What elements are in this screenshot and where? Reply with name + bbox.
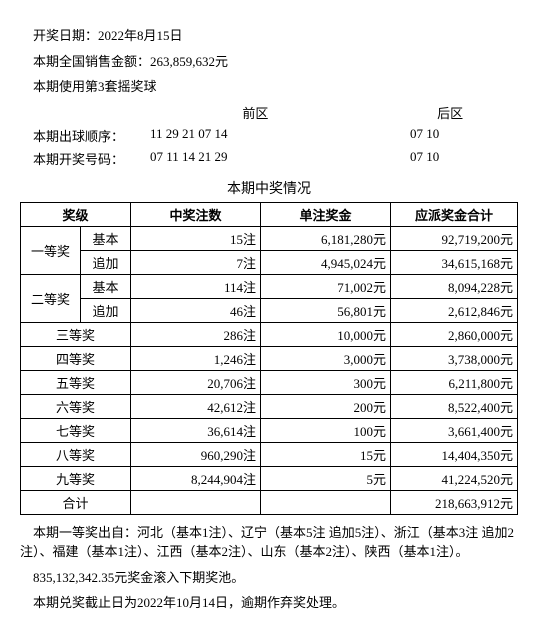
table-row: 合计 218,663,912元 — [21, 490, 518, 514]
cell-count: 20,706注 — [131, 370, 261, 394]
cell-count: 1,246注 — [131, 346, 261, 370]
cell-unit: 3,000元 — [261, 346, 391, 370]
prize-level-sub: 基本 — [81, 226, 131, 250]
col-count: 中奖注数 — [131, 202, 261, 226]
draw-order-front: 11 29 21 07 14 — [150, 126, 330, 145]
cell-unit: 300元 — [261, 370, 391, 394]
cell-total: 3,738,000元 — [391, 346, 518, 370]
prize-level-main: 一等奖 — [21, 226, 81, 274]
cell-count: 114注 — [131, 274, 261, 298]
table-row: 追加46注56,801元2,612,846元 — [21, 298, 518, 322]
prize-level: 八等奖 — [21, 442, 131, 466]
cell-count: 15注 — [131, 226, 261, 250]
cell-count: 46注 — [131, 298, 261, 322]
table-row: 四等奖1,246注3,000元3,738,000元 — [21, 346, 518, 370]
cell-total: 2,860,000元 — [391, 322, 518, 346]
draw-result-front: 07 11 14 21 29 — [150, 149, 330, 168]
prize-level: 七等奖 — [21, 418, 131, 442]
draw-order-back: 07 10 — [410, 126, 490, 145]
ballset-line: 本期使用第3套摇奖球 — [20, 77, 518, 97]
cell-unit: 4,945,024元 — [261, 250, 391, 274]
front-zone-label: 前区 — [129, 103, 383, 122]
table-row: 九等奖8,244,904注5元41,224,520元 — [21, 466, 518, 490]
draw-order-row: 本期出球顺序： 11 29 21 07 14 07 10 — [20, 126, 518, 145]
col-total: 应派奖金合计 — [391, 202, 518, 226]
col-unit: 单注奖金 — [261, 202, 391, 226]
cell-count: 8,244,904注 — [131, 466, 261, 490]
prize-level-sub: 追加 — [81, 250, 131, 274]
table-row: 五等奖20,706注300元6,211,800元 — [21, 370, 518, 394]
col-level: 奖级 — [21, 202, 131, 226]
cell-count: 36,614注 — [131, 418, 261, 442]
table-row: 一等奖基本15注6,181,280元92,719,200元 — [21, 226, 518, 250]
cell-unit: 56,801元 — [261, 298, 391, 322]
table-row: 二等奖基本114注71,002元8,094,228元 — [21, 274, 518, 298]
cell-count: 7注 — [131, 250, 261, 274]
table-header-row: 奖级 中奖注数 单注奖金 应派奖金合计 — [21, 202, 518, 226]
cell-unit: 100元 — [261, 418, 391, 442]
cell-count — [131, 490, 261, 514]
cell-unit — [261, 490, 391, 514]
prize-level-sub: 基本 — [81, 274, 131, 298]
deadline-line: 本期兑奖截止日为2022年10月14日，逾期作弃奖处理。 — [20, 593, 518, 613]
prize-level-main: 二等奖 — [21, 274, 81, 322]
table-row: 七等奖36,614注100元3,661,400元 — [21, 418, 518, 442]
cell-unit: 10,000元 — [261, 322, 391, 346]
draw-result-row: 本期开奖号码： 07 11 14 21 29 07 10 — [20, 149, 518, 168]
cell-total: 8,094,228元 — [391, 274, 518, 298]
cell-unit: 200元 — [261, 394, 391, 418]
date-line: 开奖日期：2022年8月15日 — [20, 26, 518, 46]
cell-count: 286注 — [131, 322, 261, 346]
cell-total: 34,615,168元 — [391, 250, 518, 274]
cell-count: 42,612注 — [131, 394, 261, 418]
sales-line: 本期全国销售金额：263,859,632元 — [20, 52, 518, 72]
cell-total: 92,719,200元 — [391, 226, 518, 250]
prize-level: 三等奖 — [21, 322, 131, 346]
cell-unit: 5元 — [261, 466, 391, 490]
zone-labels-row: 前区 后区 — [20, 103, 518, 122]
prize-level: 合计 — [21, 490, 131, 514]
table-row: 六等奖42,612注200元8,522,400元 — [21, 394, 518, 418]
cell-unit: 71,002元 — [261, 274, 391, 298]
cell-total: 2,612,846元 — [391, 298, 518, 322]
table-title: 本期中奖情况 — [20, 178, 518, 198]
draw-order-label: 本期出球顺序： — [20, 126, 150, 145]
table-row: 三等奖286注10,000元2,860,000元 — [21, 322, 518, 346]
cell-total: 8,522,400元 — [391, 394, 518, 418]
cell-total: 3,661,400元 — [391, 418, 518, 442]
cell-total: 6,211,800元 — [391, 370, 518, 394]
prize-level: 九等奖 — [21, 466, 131, 490]
prize-level: 五等奖 — [21, 370, 131, 394]
table-row: 八等奖960,290注15元14,404,350元 — [21, 442, 518, 466]
rollover-line: 835,132,342.35元奖金滚入下期奖池。 — [20, 568, 518, 588]
draw-result-back: 07 10 — [410, 149, 490, 168]
cell-unit: 15元 — [261, 442, 391, 466]
cell-total: 218,663,912元 — [391, 490, 518, 514]
cell-unit: 6,181,280元 — [261, 226, 391, 250]
draw-result-label: 本期开奖号码： — [20, 149, 150, 168]
winners-line: 本期一等奖出自：河北（基本1注）、辽宁（基本5注 追加5注）、浙江（基本3注 追… — [20, 523, 518, 562]
prize-level: 六等奖 — [21, 394, 131, 418]
cell-total: 41,224,520元 — [391, 466, 518, 490]
cell-count: 960,290注 — [131, 442, 261, 466]
prize-level-sub: 追加 — [81, 298, 131, 322]
cell-total: 14,404,350元 — [391, 442, 518, 466]
table-row: 追加7注4,945,024元34,615,168元 — [21, 250, 518, 274]
back-zone-label: 后区 — [382, 103, 518, 122]
prize-table: 奖级 中奖注数 单注奖金 应派奖金合计 一等奖基本15注6,181,280元92… — [20, 202, 518, 515]
prize-level: 四等奖 — [21, 346, 131, 370]
